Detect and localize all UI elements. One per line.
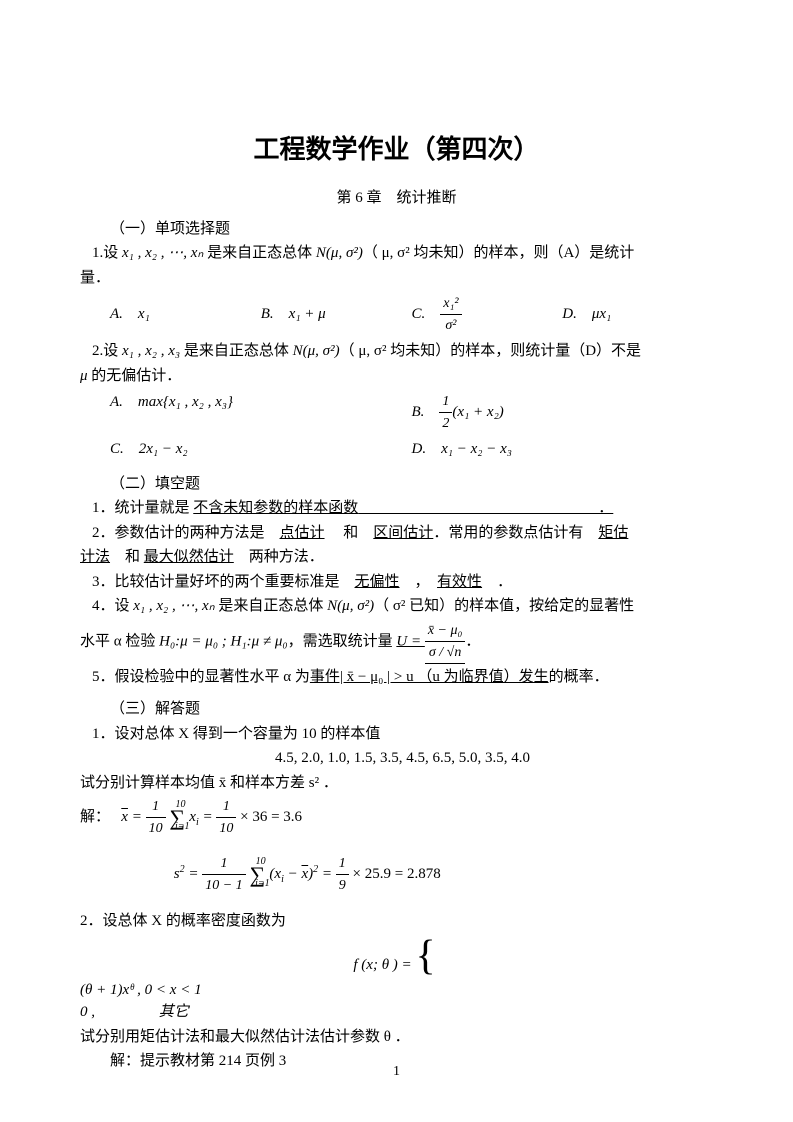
q1c-label: C. xyxy=(412,306,441,322)
q2b-label: B. xyxy=(412,404,440,420)
q1c-num: x₁² xyxy=(440,293,461,315)
q2-text: 2.设 xyxy=(92,343,122,359)
q2-dist: N(μ, σ²) xyxy=(293,343,340,359)
q1-cont: 量． xyxy=(80,267,713,290)
case1: (θ + 1)xᶿ , 0 < x < 1 xyxy=(80,979,713,1002)
q2-end: 的无偏估计． xyxy=(88,368,182,384)
fb1-a: 1．统计量就是 xyxy=(92,500,193,516)
fb2-a: 2．参数估计的两种方法是 xyxy=(92,525,280,541)
case2: 0 , 其它 xyxy=(80,1001,713,1024)
q2-option-c: C. 2x₁ − x₂ xyxy=(110,438,412,461)
fb3-ans1: 无偏性 xyxy=(355,574,400,590)
fb4-a: 4．设 xyxy=(92,598,133,614)
q1-mid: 是来自正态总体 xyxy=(203,245,316,261)
section-heading-2: （二）填空题 xyxy=(80,473,713,496)
fx-label: f (x; θ ) = xyxy=(353,957,415,973)
q1c-den: σ² xyxy=(440,315,461,336)
left-brace-icon: { xyxy=(415,935,435,977)
fill-blank-2-line2: 计法 和 最大似然估计 两种方法． xyxy=(80,546,713,569)
chapter-title: 第 6 章 统计推断 xyxy=(80,187,713,210)
fb5-ans: 事件| x̄ − μ₀ | > u （u 为临界值）发生 xyxy=(310,669,549,685)
fb1-answer: 不含未知参数的样本函数 xyxy=(193,500,358,516)
q2b-num: 1 xyxy=(439,391,452,413)
q2b-frac: 12 xyxy=(439,391,452,434)
fb5-b: 的概率． xyxy=(549,669,609,685)
s3-q2-ask: 试分别用矩估计法和最大似然估计法估计参数 θ ． xyxy=(80,1026,713,1049)
fb4-c: （ σ² 已知）的样本值，按给定的显著性 xyxy=(374,598,634,614)
q1-options: A. x₁ B. x₁ + μ C. x₁²σ² D. μx₁ xyxy=(110,293,713,336)
question-2: 2.设 x₁ , x₂ , x₃ 是来自正态总体 N(μ, σ²)（ μ, σ²… xyxy=(80,340,713,363)
s3-q2: 2．设总体 X 的概率密度函数为 xyxy=(80,910,713,933)
q2-option-a: A. max{x₁ , x₂ , x₃} xyxy=(110,391,412,434)
fb3-b: ， xyxy=(400,574,438,590)
q2-cont: μ 的无偏估计． xyxy=(80,365,713,388)
fb4-b: 是来自正态总体 xyxy=(215,598,328,614)
q2-mu: μ xyxy=(80,368,88,384)
fb4-num: x̄ − μ₀ xyxy=(425,620,466,642)
fb1-trail: ． xyxy=(358,500,613,516)
fb4l2-b: ，需选取统计量 xyxy=(288,633,397,649)
q1-option-b: B. x₁ + μ xyxy=(261,303,412,326)
q1-dist: N(μ, σ²) xyxy=(316,245,363,261)
q1-option-d: D. μx₁ xyxy=(562,303,713,326)
q2-mid: 是来自正态总体 xyxy=(180,343,293,359)
eq1: x = 110 ∑i=110 xi = 110 × 36 = 3.6 xyxy=(121,809,302,825)
fill-blank-2: 2．参数估计的两种方法是 点估计 和 区间估计．常用的参数点估计有 矩估 xyxy=(80,522,713,545)
fill-blank-3: 3．比较估计量好坏的两个重要标准是 无偏性 ， 有效性 ． xyxy=(80,571,713,594)
q2-options-row2: C. 2x₁ − x₂ D. x₁ − x₂ − x₃ xyxy=(110,438,713,461)
fill-blank-4-line2: 水平 α 检验 H₀:μ = μ₀ ; H₁:μ ≠ μ₀，需选取统计量 U =… xyxy=(80,620,713,664)
fb4-vars: x₁ , x₂ , ⋯, xₙ xyxy=(133,598,214,614)
fb4-den: σ / √n xyxy=(425,642,466,663)
q1-option-a: A. x₁ xyxy=(110,303,261,326)
doc-title: 工程数学作业（第四次） xyxy=(80,130,713,169)
fb4-tail: ． xyxy=(465,633,480,649)
q2-vars: x₁ , x₂ , x₃ xyxy=(122,343,180,359)
fb2l2-a: 计法 xyxy=(80,549,110,565)
q1-option-c: C. x₁²σ² xyxy=(412,293,563,336)
piecewise: { xyxy=(415,935,439,977)
fb2-b: 和 xyxy=(325,525,374,541)
question-1: 1.设 x₁ , x₂ , ⋯, xₙ 是来自正态总体 N(μ, σ²)（ μ,… xyxy=(80,242,713,265)
s3-q1-ask: 试分别计算样本均值 x̄ 和样本方差 s² ． xyxy=(80,772,713,795)
document-page: 工程数学作业（第四次） 第 6 章 统计推断 （一）单项选择题 1.设 x₁ ,… xyxy=(0,0,793,1115)
fill-blank-5: 5．假设检验中的显著性水平 α 为事件| x̄ − μ₀ | > u （u 为临… xyxy=(80,666,713,689)
fb4-U: U = xyxy=(396,633,424,649)
fb2l2-c: 最大似然估计 xyxy=(144,549,234,565)
q2b-den: 2 xyxy=(439,413,452,434)
fb3-a: 3．比较估计量好坏的两个重要标准是 xyxy=(92,574,355,590)
section-heading-1: （一）单项选择题 xyxy=(80,218,713,241)
s3-q2-eq: f (x; θ ) = { xyxy=(80,935,713,977)
fb2-c: ．常用的参数点估计有 xyxy=(433,525,598,541)
q2-option-d: D. x₁ − x₂ − x₃ xyxy=(412,438,714,461)
s3-q1-data: 4.5, 2.0, 1.0, 1.5, 3.5, 4.5, 6.5, 5.0, … xyxy=(80,747,713,770)
fb2l2-d: 两种方法． xyxy=(234,549,324,565)
s3-q1: 1．设对总体 X 得到一个容量为 10 的样本值 xyxy=(80,723,713,746)
fb3-ans2: 有效性 xyxy=(437,574,482,590)
q1c-frac: x₁²σ² xyxy=(440,293,461,336)
q2-option-b: B. 12(x₁ + x₂) xyxy=(412,391,714,434)
q2b-tail: (x₁ + x₂) xyxy=(452,404,503,420)
fb2-ans3: 矩估 xyxy=(598,525,628,541)
fb4-hyp: H₀:μ = μ₀ ; H₁:μ ≠ μ₀ xyxy=(159,633,287,649)
section-heading-3: （三）解答题 xyxy=(80,698,713,721)
q2-paren: （ μ, σ² 均未知）的样本，则统计量（D）不是 xyxy=(340,343,641,359)
q2-options-row1: A. max{x₁ , x₂ , x₃} B. 12(x₁ + x₂) xyxy=(110,391,713,434)
fb2-ans2: 区间估计 xyxy=(373,525,433,541)
fb2l2-b: 和 xyxy=(110,549,144,565)
fb2-ans1: 点估计 xyxy=(280,525,325,541)
fb4l2-a: 水平 α 检验 xyxy=(80,633,159,649)
sol-label: 解： xyxy=(80,809,103,825)
fb5-a: 5．假设检验中的显著性水平 α 为 xyxy=(92,669,310,685)
q1-vars: x₁ , x₂ , ⋯, xₙ xyxy=(122,245,203,261)
fb4-frac: x̄ − μ₀σ / √n xyxy=(425,620,466,664)
q1-text: 1.设 xyxy=(92,245,122,261)
eq2: 解： s2 = 110 − 1 ∑i=110 (xi − x)2 = 19 × … xyxy=(125,853,713,896)
fb3-c: ． xyxy=(482,574,512,590)
s3-q1-solution: 解： x = 110 ∑i=110 xi = 110 × 36 = 3.6 xyxy=(80,796,713,839)
q1-paren: （ μ, σ² 均未知）的样本，则（A）是统计 xyxy=(363,245,634,261)
fb4-dist: N(μ, σ²) xyxy=(327,598,374,614)
page-number: 1 xyxy=(0,1061,793,1082)
fill-blank-1: 1．统计量就是 不含未知参数的样本函数 ． xyxy=(80,497,713,520)
fill-blank-4: 4．设 x₁ , x₂ , ⋯, xₙ 是来自正态总体 N(μ, σ²)（ σ²… xyxy=(80,595,713,618)
